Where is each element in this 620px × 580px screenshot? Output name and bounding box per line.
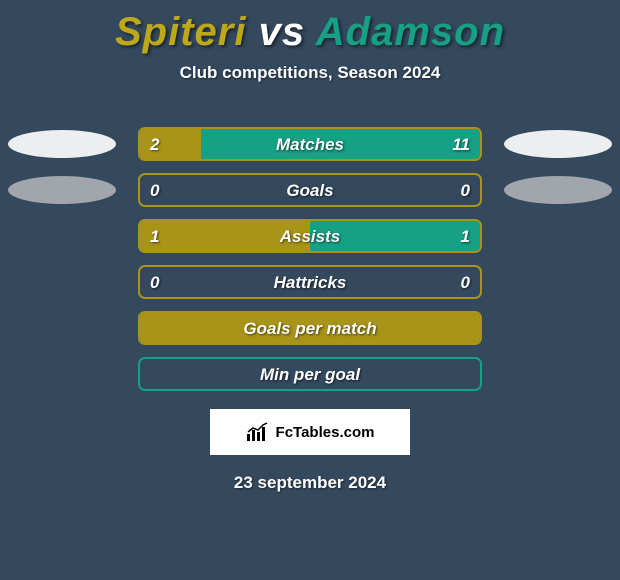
stat-row: Matches211 [0,127,620,173]
player1-ellipse [8,176,116,204]
bar-left-fill [140,267,310,297]
player1-ellipse [8,130,116,158]
player2-ellipse [504,130,612,158]
badge-text: FcTables.com [276,424,375,441]
footer-date: 23 september 2024 [0,473,620,493]
bar-right-fill [201,129,480,159]
vs-text: vs [259,10,306,54]
bar-left-fill [140,175,310,205]
chart-icon [246,422,270,442]
bar-right-fill [310,359,480,389]
bar-right-fill [310,267,480,297]
stat-bar: Matches211 [138,127,482,161]
bar-left-fill [140,221,310,251]
stat-row: Goals per match [0,311,620,357]
player1-name: Spiteri [115,10,246,54]
stat-row: Assists11 [0,219,620,265]
stat-bar: Min per goal [138,357,482,391]
bar-right-fill [310,175,480,205]
bar-right-fill [310,221,480,251]
stat-bar: Assists11 [138,219,482,253]
stat-row: Min per goal [0,357,620,403]
stats-chart: Matches211 Goals00 Assists11 Hattricks00 Goa… [0,127,620,403]
player2-ellipse [504,176,612,204]
comparison-title: Spiteri vs Adamson [0,0,620,55]
stat-row: Goals00 [0,173,620,219]
stat-row: Hattricks00 [0,265,620,311]
fctables-badge: FcTables.com [210,409,410,455]
bar-left-fill [140,129,201,159]
subtitle: Club competitions, Season 2024 [0,63,620,83]
stat-bar: Hattricks00 [138,265,482,299]
bar-left-fill [140,313,480,343]
stat-bar: Goals per match [138,311,482,345]
player2-name: Adamson [316,10,505,54]
stat-bar: Goals00 [138,173,482,207]
bar-left-fill [140,359,310,389]
